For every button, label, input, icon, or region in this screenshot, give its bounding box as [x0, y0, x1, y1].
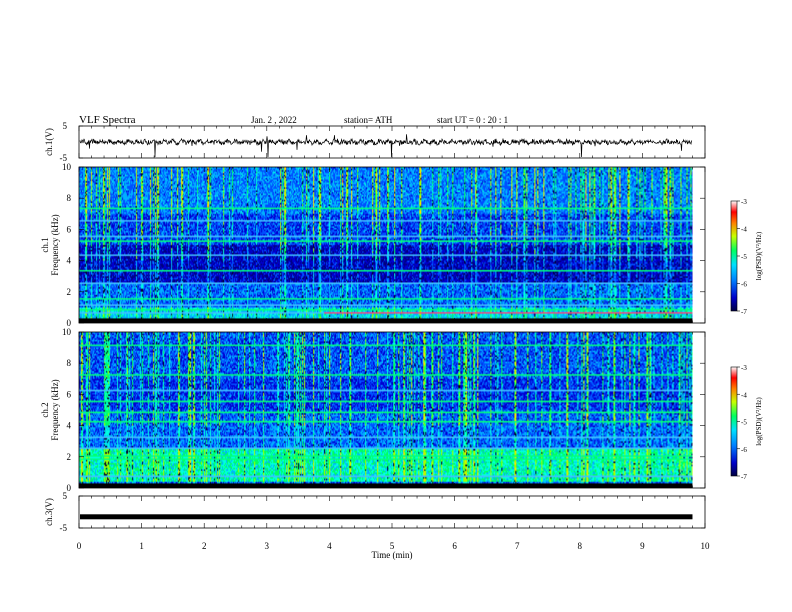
x-tick-label: 2 [202, 541, 207, 551]
ch1-colorbar: -3 -4 -5 -6 -7 log(PSD)(V²/Hz) [730, 198, 763, 316]
ch1-signal-line [79, 134, 693, 158]
figure-title: VLF Spectra [79, 114, 136, 126]
x-tick-label: 10 [701, 541, 711, 551]
ch3-signal-line [80, 514, 693, 520]
y-tick-label: 8 [67, 358, 72, 368]
x-tick-label: 4 [327, 541, 332, 551]
x-tick-label: 3 [265, 541, 270, 551]
spectrogram-image [79, 167, 693, 323]
y-tick-label: 0 [67, 483, 72, 493]
colorbar-tick-label: -7 [741, 473, 747, 481]
y-tick-label: 6 [67, 224, 72, 234]
x-tick-label: 5 [390, 541, 395, 551]
ch2-colorbar: -3 -4 -5 -6 -7 log(PSD)(V²/Hz) [730, 364, 763, 481]
x-tick-label: 1 [139, 541, 144, 551]
ch1-waveform-panel: 5 -5 ch.1(V) [44, 121, 706, 163]
colorbar-tick-label: -7 [741, 308, 747, 316]
x-axis-label: Time (min) [372, 550, 413, 560]
y-tick-label: 2 [67, 452, 72, 462]
ch1-spectrogram-panel: 0 2 4 6 8 10 ch.1 Frequency (kHz) [40, 162, 706, 328]
colorbar-tick-label: -4 [741, 226, 747, 234]
y-tick-label: 10 [62, 162, 72, 172]
y-axis-label-frequency: Frequency (kHz) [50, 214, 60, 275]
colorbar-gradient [730, 200, 738, 312]
ch3-waveform-panel: 5 -5 ch.3(V) [44, 491, 706, 533]
y-tick-label: 10 [62, 327, 72, 337]
y-axis-label: ch.3(V) [44, 498, 54, 526]
y-tick-label: 5 [63, 491, 68, 501]
colorbar-gradient [730, 366, 738, 477]
colorbar-tick-label: -3 [741, 364, 747, 372]
colorbar-tick-label: -5 [741, 419, 747, 427]
y-tick-label: 6 [67, 389, 72, 399]
y-tick-label: 0 [67, 318, 72, 328]
spectrogram-image [79, 332, 693, 488]
y-tick-label: -5 [60, 523, 68, 533]
y-tick-label: -5 [60, 153, 68, 163]
time-axis: 0 1 2 3 4 5 6 7 8 9 10 Time (min) [77, 541, 710, 560]
x-tick-label: 6 [452, 541, 457, 551]
date-label: Jan. 2 , 2022 [251, 115, 297, 125]
y-tick-label: 2 [67, 287, 72, 297]
y-axis-label-frequency: Frequency (kHz) [50, 379, 60, 440]
start-time-label: start UT = 0 : 20 : 1 [437, 115, 508, 125]
colorbar-tick-label: -3 [741, 198, 747, 206]
x-tick-label: 7 [515, 541, 520, 551]
colorbar-tick-label: -6 [741, 446, 747, 454]
y-tick-label: 4 [67, 421, 72, 431]
colorbar-tick-label: -4 [741, 391, 747, 399]
x-tick-label: 8 [578, 541, 583, 551]
x-tick-label: 9 [640, 541, 645, 551]
x-tick-label: 0 [77, 541, 82, 551]
y-tick-label: 8 [67, 193, 72, 203]
y-axis-label: ch.1(V) [44, 128, 54, 156]
colorbar-tick-label: -6 [741, 281, 747, 289]
y-tick-label: 4 [67, 256, 72, 266]
colorbar-tick-label: -5 [741, 253, 747, 261]
colorbar-label: log(PSD)(V²/Hz) [755, 231, 763, 280]
y-tick-label: 5 [63, 121, 68, 131]
ch2-spectrogram-panel: 0 2 4 6 8 10 ch.2 Frequency (kHz) [40, 327, 706, 493]
y-axis-label-channel: ch.2 [40, 402, 50, 417]
colorbar-label: log(PSD)(V²/Hz) [755, 397, 763, 446]
station-label: station= ATH [344, 115, 393, 125]
y-axis-label-channel: ch.1 [40, 237, 50, 252]
